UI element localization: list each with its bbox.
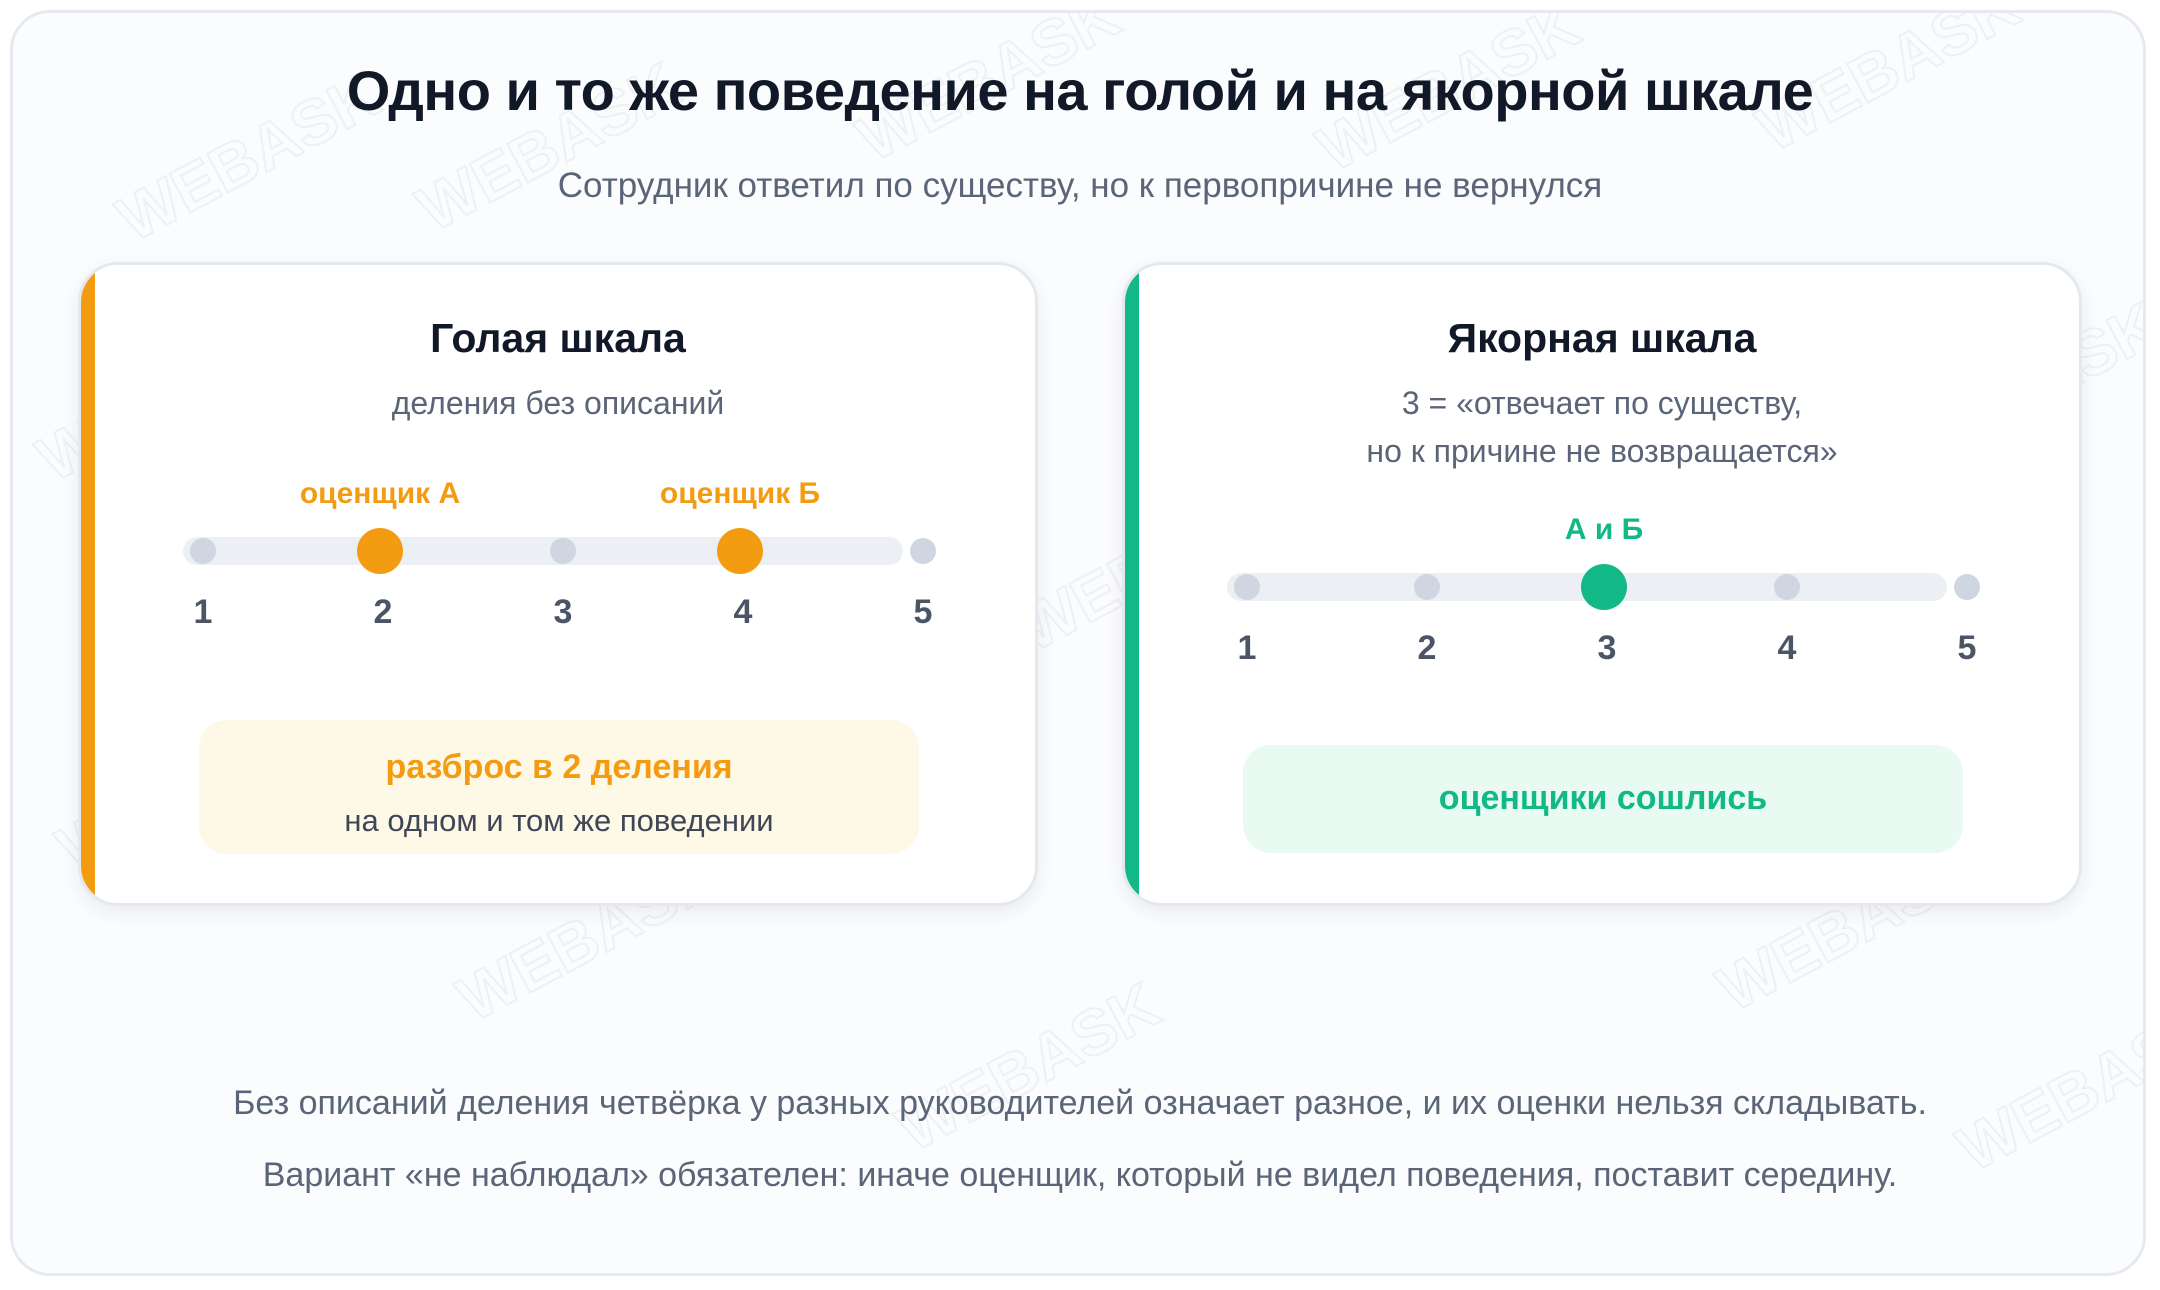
footnote-line-2: Вариант «не наблюдал» обязателен: иначе … (262, 1156, 1898, 1194)
scale-number: 3 (1597, 629, 1617, 667)
rater-a-label: оценщик А (299, 477, 461, 510)
result-title: оценщики сошлись (1438, 779, 1768, 817)
scale-number: 2 (373, 593, 393, 631)
page-subtitle: Сотрудник ответил по существу, но к перв… (557, 166, 1603, 205)
footnote-line-1: Без описаний деления четвёрка у разных р… (233, 1084, 1927, 1122)
scale-number: 5 (913, 593, 933, 631)
scale-number: 1 (1237, 629, 1257, 667)
page-title: Одно и то же поведение на голой и на яко… (346, 59, 1814, 122)
spread-result-box: разброс в 2 деления на одном и том же по… (199, 720, 919, 854)
scale-tick-1 (190, 538, 216, 564)
raters-label: А и Б (1564, 513, 1644, 546)
rater-b-label: оценщик Б (659, 477, 821, 510)
anchored-scale-card: Якорная шкала 3 = «отвечает по существу,… (1122, 262, 2082, 906)
card-title: Голая шкала (430, 315, 686, 361)
watermark-text: WEBASK (886, 968, 1171, 1165)
scale-tick-2 (1414, 574, 1440, 600)
rater-b-marker (717, 528, 763, 574)
scale-number: 3 (553, 593, 573, 631)
scale-tick-1 (1234, 574, 1260, 600)
card-subtitle: деления без описаний (391, 385, 725, 421)
anchor-description-line-2: но к причине не возвращается» (1366, 433, 1838, 469)
scale-tick-5 (1954, 574, 1980, 600)
bare-scale-card: Голая шкала деления без описаний оценщик… (78, 262, 1038, 906)
rater-a-marker (357, 528, 403, 574)
scale-tick-3 (550, 538, 576, 564)
scale-number: 1 (193, 593, 213, 631)
card-accent-stripe (81, 265, 95, 903)
agreement-result-box: оценщики сошлись (1243, 745, 1963, 853)
scale-number: 2 (1417, 629, 1437, 667)
scale-number: 5 (1957, 629, 1977, 667)
card-title: Якорная шкала (1447, 315, 1757, 361)
scale-tick-5 (910, 538, 936, 564)
raters-marker (1581, 564, 1627, 610)
anchor-description-line-1: 3 = «отвечает по существу, (1401, 385, 1803, 421)
result-subtitle: на одном и том же поведении (344, 803, 774, 838)
card-accent-stripe (1125, 265, 1139, 903)
card-subtitle: 3 = «отвечает по существу, но к причине … (1125, 379, 2079, 475)
scale-tick-4 (1774, 574, 1800, 600)
scale-number: 4 (1777, 629, 1797, 667)
scale-track (183, 537, 903, 565)
scale-number: 4 (733, 593, 753, 631)
result-title: разброс в 2 деления (385, 748, 733, 786)
